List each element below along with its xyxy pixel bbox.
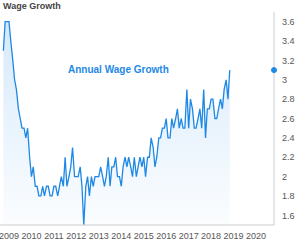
svg-text:2009: 2009	[8, 231, 19, 241]
svg-text:3.4: 3.4	[282, 36, 292, 46]
svg-text:2016: 2016	[156, 231, 176, 241]
svg-text:2.2: 2.2	[282, 152, 292, 162]
html-text:Wage Growth: Wage Growth	[3, 1, 61, 11]
svg-text:2012: 2012	[66, 231, 86, 241]
svg-text:1.8: 1.8	[282, 191, 292, 201]
svg-text:2014: 2014	[111, 231, 131, 241]
svg-text:2015: 2015	[134, 231, 154, 241]
svg-text:2010: 2010	[21, 231, 41, 241]
svg-text:2.6: 2.6	[282, 114, 292, 124]
svg-text:3.2: 3.2	[282, 56, 292, 66]
svg-text:2011: 2011	[44, 231, 63, 241]
svg-text:2.8: 2.8	[282, 94, 292, 104]
svg-text:2017: 2017	[179, 231, 199, 241]
svg-text:1.6: 1.6	[282, 211, 292, 221]
svg-text:2020: 2020	[246, 231, 266, 241]
svg-text:2019: 2019	[224, 231, 244, 241]
svg-text:2.4: 2.4	[282, 133, 292, 143]
svg-text:3.6: 3.6	[282, 17, 292, 27]
svg-text:2013: 2013	[89, 231, 109, 241]
svg-text:3: 3	[282, 75, 287, 85]
html-text:Annual Wage Growth: Annual Wage Growth	[68, 64, 169, 75]
svg-text:2018: 2018	[201, 231, 221, 241]
svg-text:2: 2	[282, 172, 287, 182]
